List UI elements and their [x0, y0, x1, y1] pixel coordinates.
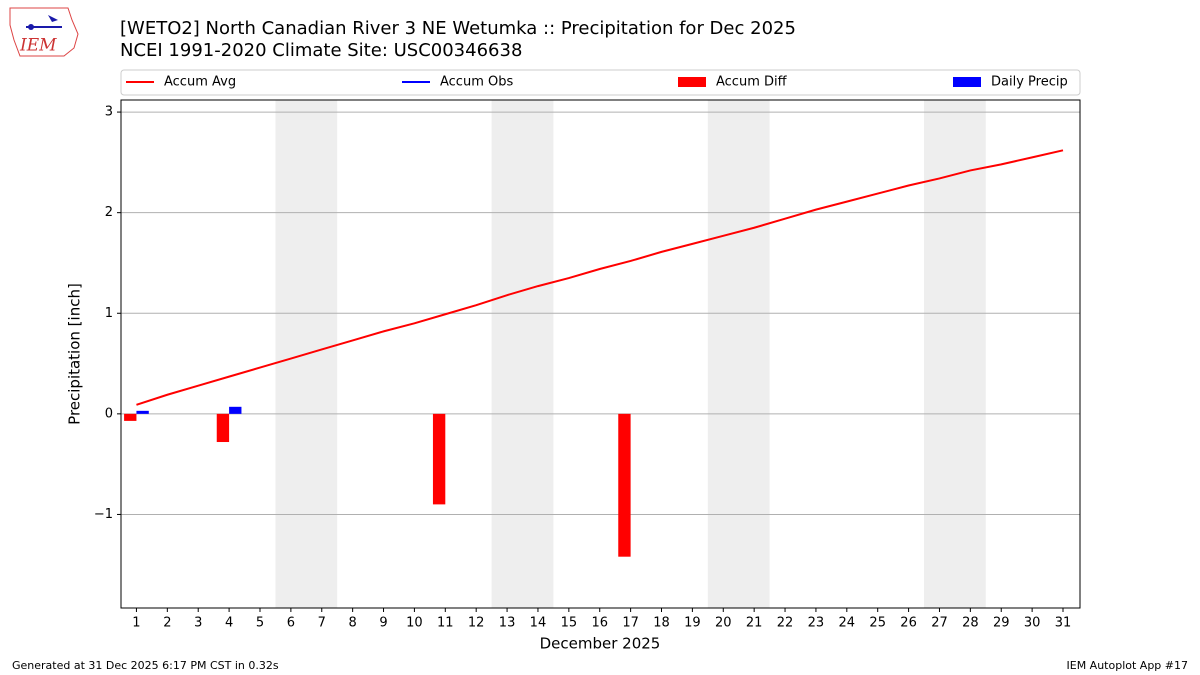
logo-outline — [9, 7, 79, 57]
bar — [229, 406, 242, 414]
x-tick-label: 6 — [287, 616, 295, 631]
logo-icon — [28, 24, 34, 30]
x-tick-label: 24 — [839, 616, 856, 631]
x-tick-label: 30 — [1024, 616, 1041, 631]
bar — [216, 413, 230, 443]
legend-swatch — [953, 77, 981, 87]
x-tick-label: 3 — [194, 616, 202, 631]
x-tick-label: 7 — [318, 616, 326, 631]
line — [136, 149, 1064, 406]
footer-right: IEM Autoplot App #17 — [1067, 659, 1189, 672]
x-tick-label: 18 — [653, 616, 670, 631]
x-tick-label: 20 — [715, 616, 732, 631]
x-tick-label: 23 — [808, 616, 825, 631]
x-tick-label: 4 — [225, 616, 233, 631]
legend-item: Accum Obs — [402, 75, 513, 90]
footer-left: Generated at 31 Dec 2025 6:17 PM CST in … — [12, 659, 279, 672]
y-tick-label: −1 — [94, 507, 113, 522]
x-tick-label: 15 — [561, 616, 578, 631]
legend-item: Accum Avg — [126, 75, 236, 90]
x-tick-label: 14 — [530, 616, 547, 631]
bar — [618, 413, 631, 557]
bar — [124, 413, 137, 421]
logo-icon — [48, 15, 58, 22]
x-tick-label: 31 — [1055, 616, 1072, 631]
y-tick-label: 1 — [105, 306, 113, 321]
chart-subtitle: NCEI 1991-2020 Climate Site: USC00346638 — [120, 40, 522, 61]
x-tick-label: 8 — [349, 616, 357, 631]
x-tick-label: 13 — [499, 616, 516, 631]
x-tick-label: 17 — [622, 616, 639, 631]
legend-swatch — [678, 77, 706, 87]
legend-frame — [120, 69, 1081, 96]
x-axis-label: December 2025 — [540, 635, 661, 653]
bar — [136, 410, 149, 414]
x-tick-label: 11 — [437, 616, 454, 631]
plot-frame — [120, 99, 1081, 609]
weekend-shade — [707, 100, 770, 608]
x-tick-label: 21 — [746, 616, 763, 631]
x-tick-label: 22 — [777, 616, 794, 631]
y-axis-label: Precipitation [inch] — [66, 283, 84, 425]
logo: IEM — [9, 7, 79, 57]
legend-label: Accum Obs — [440, 75, 513, 90]
x-tick-label: 9 — [379, 616, 387, 631]
x-tick-label: 10 — [406, 616, 423, 631]
x-tick-label: 28 — [962, 616, 979, 631]
x-tick-label: 16 — [591, 616, 608, 631]
legend-item: Accum Diff — [678, 75, 788, 90]
legend-label: Accum Diff — [716, 75, 788, 90]
x-tick-label: 19 — [684, 616, 701, 631]
x-tick-label: 2 — [163, 616, 171, 631]
x-tick-label: 1 — [132, 616, 140, 631]
y-tick-label: 2 — [105, 205, 113, 220]
x-tick-label: 26 — [900, 616, 917, 631]
weekend-shade — [491, 100, 554, 608]
x-tick-label: 5 — [256, 616, 264, 631]
y-tick-label: 0 — [105, 406, 113, 421]
x-tick-label: 12 — [468, 616, 485, 631]
chart-title: [WETO2] North Canadian River 3 NE Wetumk… — [120, 18, 796, 39]
x-tick-label: 25 — [869, 616, 886, 631]
logo-text: IEM — [19, 36, 57, 56]
weekend-shade — [924, 100, 986, 608]
y-tick-label: 3 — [105, 105, 113, 120]
legend-label: Accum Avg — [164, 75, 236, 90]
x-tick-label: 29 — [993, 616, 1010, 631]
legend-item: Daily Precip — [953, 75, 1068, 90]
legend-label: Daily Precip — [991, 75, 1068, 90]
bar — [432, 413, 446, 505]
x-tick-label: 27 — [931, 616, 948, 631]
